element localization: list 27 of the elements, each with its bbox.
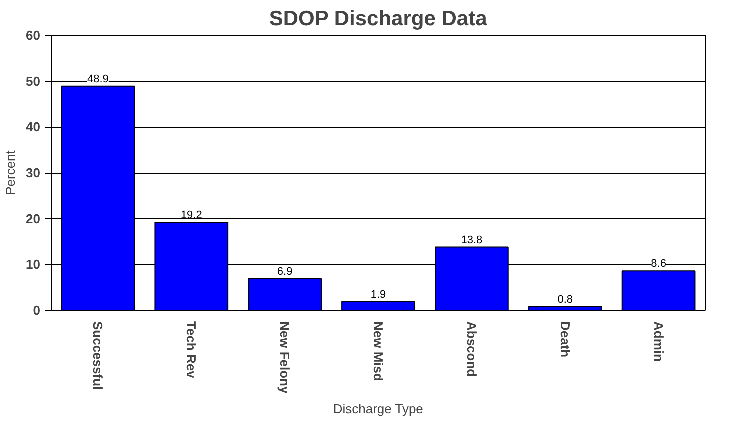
data-label: 19.2 [180, 210, 202, 222]
data-label: 13.8 [461, 234, 483, 246]
bar [248, 278, 322, 310]
y-tick-label: 10 [26, 257, 41, 272]
x-tick-label: New Felony [278, 322, 293, 395]
y-tick-label: 30 [26, 166, 41, 180]
y-tick-label: 60 [26, 28, 41, 43]
y-tick-label: 50 [26, 74, 41, 89]
x-tick-label: New Misd [371, 322, 386, 382]
y-axis-title: Percent [3, 150, 18, 196]
chart-title: SDOP Discharge Data [269, 8, 488, 30]
y-tick-label: 20 [26, 211, 41, 226]
bar [342, 301, 416, 310]
x-tick-label: Tech Rev [184, 322, 200, 380]
y-tick-label: 0 [33, 303, 41, 318]
data-label: 0.8 [558, 294, 574, 306]
x-tick-label: Admin [651, 322, 666, 362]
x-tick-label: Abscond [464, 322, 480, 378]
x-axis-title: Discharge Type [333, 402, 424, 417]
x-tick-label: Death [558, 322, 573, 358]
data-label: 48.9 [88, 73, 109, 86]
y-tick-label: 40 [26, 120, 41, 135]
data-label: 1.9 [370, 288, 386, 301]
bar [622, 270, 696, 310]
data-label: 8.6 [651, 258, 666, 270]
x-tick-label: Successful [90, 322, 106, 390]
data-label: 6.9 [277, 266, 293, 278]
